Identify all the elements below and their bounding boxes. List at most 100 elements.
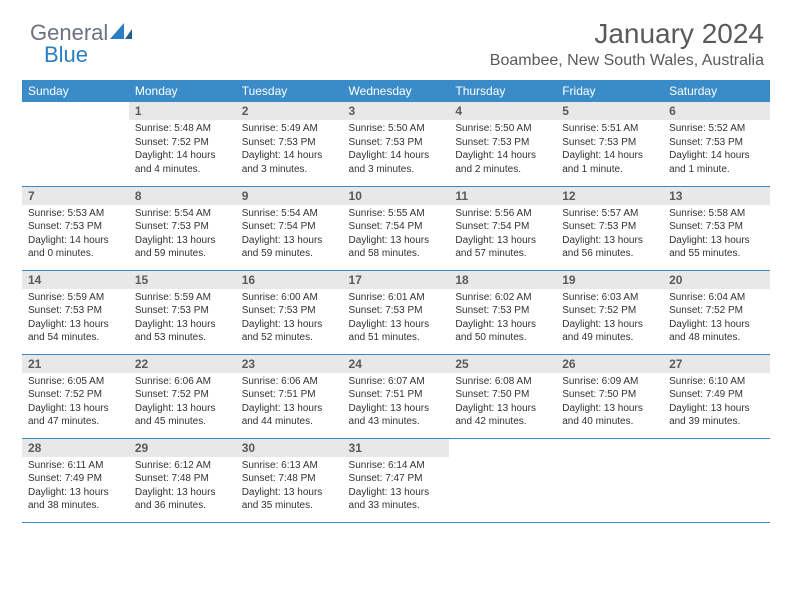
day-details: Sunrise: 5:59 AMSunset: 7:53 PMDaylight:…	[129, 289, 236, 349]
day-details: Sunrise: 5:58 AMSunset: 7:53 PMDaylight:…	[663, 205, 770, 265]
day-number: 20	[663, 271, 770, 289]
day-number: 5	[556, 102, 663, 120]
day-number: 10	[343, 187, 450, 205]
calendar-cell: 21Sunrise: 6:05 AMSunset: 7:52 PMDayligh…	[22, 354, 129, 438]
day-details: Sunrise: 6:12 AMSunset: 7:48 PMDaylight:…	[129, 457, 236, 517]
day-details: Sunrise: 6:00 AMSunset: 7:53 PMDaylight:…	[236, 289, 343, 349]
day-details: Sunrise: 5:54 AMSunset: 7:53 PMDaylight:…	[129, 205, 236, 265]
month-title: January 2024	[22, 18, 764, 50]
calendar-cell: 3Sunrise: 5:50 AMSunset: 7:53 PMDaylight…	[343, 102, 450, 186]
day-number: 14	[22, 271, 129, 289]
day-number: 31	[343, 439, 450, 457]
day-number: 25	[449, 355, 556, 373]
calendar-cell: 17Sunrise: 6:01 AMSunset: 7:53 PMDayligh…	[343, 270, 450, 354]
day-number: 23	[236, 355, 343, 373]
day-number: 21	[22, 355, 129, 373]
day-number: 28	[22, 439, 129, 457]
day-number: 18	[449, 271, 556, 289]
day-number: 15	[129, 271, 236, 289]
day-details: Sunrise: 6:06 AMSunset: 7:52 PMDaylight:…	[129, 373, 236, 433]
location-subtitle: Boambee, New South Wales, Australia	[22, 52, 764, 70]
day-details: Sunrise: 5:53 AMSunset: 7:53 PMDaylight:…	[22, 205, 129, 265]
calendar-cell: 10Sunrise: 5:55 AMSunset: 7:54 PMDayligh…	[343, 186, 450, 270]
day-details: Sunrise: 6:10 AMSunset: 7:49 PMDaylight:…	[663, 373, 770, 433]
day-number: 24	[343, 355, 450, 373]
calendar-cell: 14Sunrise: 5:59 AMSunset: 7:53 PMDayligh…	[22, 270, 129, 354]
day-details: Sunrise: 5:50 AMSunset: 7:53 PMDaylight:…	[343, 120, 450, 180]
day-details: Sunrise: 5:56 AMSunset: 7:54 PMDaylight:…	[449, 205, 556, 265]
day-details: Sunrise: 6:13 AMSunset: 7:48 PMDaylight:…	[236, 457, 343, 517]
calendar-cell: 7Sunrise: 5:53 AMSunset: 7:53 PMDaylight…	[22, 186, 129, 270]
calendar-table: SundayMondayTuesdayWednesdayThursdayFrid…	[22, 80, 770, 523]
day-details: Sunrise: 5:54 AMSunset: 7:54 PMDaylight:…	[236, 205, 343, 265]
day-number: 16	[236, 271, 343, 289]
calendar-cell: 24Sunrise: 6:07 AMSunset: 7:51 PMDayligh…	[343, 354, 450, 438]
calendar-cell: 26Sunrise: 6:09 AMSunset: 7:50 PMDayligh…	[556, 354, 663, 438]
calendar-cell: ..	[556, 438, 663, 522]
day-details: Sunrise: 5:48 AMSunset: 7:52 PMDaylight:…	[129, 120, 236, 180]
day-number: 6	[663, 102, 770, 120]
calendar-cell: 2Sunrise: 5:49 AMSunset: 7:53 PMDaylight…	[236, 102, 343, 186]
day-details: Sunrise: 6:07 AMSunset: 7:51 PMDaylight:…	[343, 373, 450, 433]
day-header-row: SundayMondayTuesdayWednesdayThursdayFrid…	[22, 80, 770, 102]
day-header: Thursday	[449, 80, 556, 102]
day-header: Saturday	[663, 80, 770, 102]
day-details: Sunrise: 6:03 AMSunset: 7:52 PMDaylight:…	[556, 289, 663, 349]
calendar-cell: 28Sunrise: 6:11 AMSunset: 7:49 PMDayligh…	[22, 438, 129, 522]
calendar-cell: 13Sunrise: 5:58 AMSunset: 7:53 PMDayligh…	[663, 186, 770, 270]
calendar-row: 21Sunrise: 6:05 AMSunset: 7:52 PMDayligh…	[22, 354, 770, 438]
calendar-cell: 22Sunrise: 6:06 AMSunset: 7:52 PMDayligh…	[129, 354, 236, 438]
calendar-cell: 31Sunrise: 6:14 AMSunset: 7:47 PMDayligh…	[343, 438, 450, 522]
calendar-cell: 12Sunrise: 5:57 AMSunset: 7:53 PMDayligh…	[556, 186, 663, 270]
day-header: Wednesday	[343, 80, 450, 102]
day-details: Sunrise: 6:04 AMSunset: 7:52 PMDaylight:…	[663, 289, 770, 349]
day-details: Sunrise: 5:50 AMSunset: 7:53 PMDaylight:…	[449, 120, 556, 180]
day-header: Sunday	[22, 80, 129, 102]
day-details: Sunrise: 5:59 AMSunset: 7:53 PMDaylight:…	[22, 289, 129, 349]
day-details: Sunrise: 5:49 AMSunset: 7:53 PMDaylight:…	[236, 120, 343, 180]
day-number: 27	[663, 355, 770, 373]
day-details: Sunrise: 6:11 AMSunset: 7:49 PMDaylight:…	[22, 457, 129, 517]
day-details: Sunrise: 5:57 AMSunset: 7:53 PMDaylight:…	[556, 205, 663, 265]
day-number: 19	[556, 271, 663, 289]
day-number: 4	[449, 102, 556, 120]
day-number: 13	[663, 187, 770, 205]
day-number: 3	[343, 102, 450, 120]
day-number: 11	[449, 187, 556, 205]
day-details: Sunrise: 6:09 AMSunset: 7:50 PMDaylight:…	[556, 373, 663, 433]
calendar-cell: 16Sunrise: 6:00 AMSunset: 7:53 PMDayligh…	[236, 270, 343, 354]
day-details: Sunrise: 6:05 AMSunset: 7:52 PMDaylight:…	[22, 373, 129, 433]
calendar-cell: 11Sunrise: 5:56 AMSunset: 7:54 PMDayligh…	[449, 186, 556, 270]
day-details: Sunrise: 6:01 AMSunset: 7:53 PMDaylight:…	[343, 289, 450, 349]
calendar-row: 7Sunrise: 5:53 AMSunset: 7:53 PMDaylight…	[22, 186, 770, 270]
day-number: 8	[129, 187, 236, 205]
calendar-cell: 4Sunrise: 5:50 AMSunset: 7:53 PMDaylight…	[449, 102, 556, 186]
calendar-cell: ..	[22, 102, 129, 186]
calendar-cell: 1Sunrise: 5:48 AMSunset: 7:52 PMDaylight…	[129, 102, 236, 186]
calendar-cell: 8Sunrise: 5:54 AMSunset: 7:53 PMDaylight…	[129, 186, 236, 270]
day-header: Friday	[556, 80, 663, 102]
calendar-cell: 6Sunrise: 5:52 AMSunset: 7:53 PMDaylight…	[663, 102, 770, 186]
calendar-cell: 9Sunrise: 5:54 AMSunset: 7:54 PMDaylight…	[236, 186, 343, 270]
calendar-cell: 30Sunrise: 6:13 AMSunset: 7:48 PMDayligh…	[236, 438, 343, 522]
day-details: Sunrise: 5:55 AMSunset: 7:54 PMDaylight:…	[343, 205, 450, 265]
calendar-cell: 20Sunrise: 6:04 AMSunset: 7:52 PMDayligh…	[663, 270, 770, 354]
day-header: Tuesday	[236, 80, 343, 102]
day-details: Sunrise: 6:14 AMSunset: 7:47 PMDaylight:…	[343, 457, 450, 517]
day-number: 29	[129, 439, 236, 457]
calendar-cell: 25Sunrise: 6:08 AMSunset: 7:50 PMDayligh…	[449, 354, 556, 438]
day-number: 26	[556, 355, 663, 373]
logo-sail-icon	[110, 21, 132, 46]
calendar-body: ..1Sunrise: 5:48 AMSunset: 7:52 PMDaylig…	[22, 102, 770, 522]
calendar-row: ..1Sunrise: 5:48 AMSunset: 7:52 PMDaylig…	[22, 102, 770, 186]
day-number: 22	[129, 355, 236, 373]
day-number: 9	[236, 187, 343, 205]
calendar-cell: 19Sunrise: 6:03 AMSunset: 7:52 PMDayligh…	[556, 270, 663, 354]
day-details: Sunrise: 6:02 AMSunset: 7:53 PMDaylight:…	[449, 289, 556, 349]
day-number: 30	[236, 439, 343, 457]
day-header: Monday	[129, 80, 236, 102]
day-number: 1	[129, 102, 236, 120]
day-details: Sunrise: 5:52 AMSunset: 7:53 PMDaylight:…	[663, 120, 770, 180]
calendar-header: January 2024 Boambee, New South Wales, A…	[22, 18, 770, 70]
day-details: Sunrise: 5:51 AMSunset: 7:53 PMDaylight:…	[556, 120, 663, 180]
